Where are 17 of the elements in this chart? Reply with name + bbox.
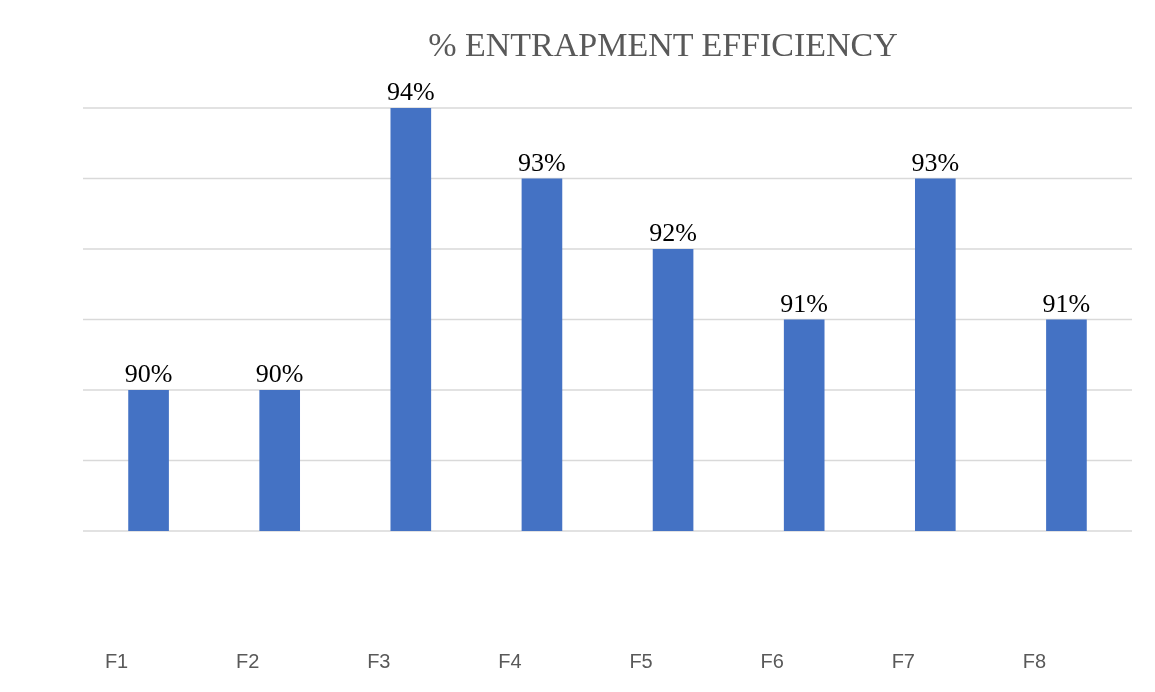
data-label: 92% — [649, 218, 697, 247]
data-label: 91% — [780, 288, 829, 318]
data-label: 90% — [124, 359, 173, 388]
x-tick-label: F2 — [236, 650, 260, 672]
chart-title: % ENTRAPMENT EFFICIENCY — [428, 26, 898, 63]
x-tick-label: F7 — [891, 650, 915, 672]
x-tick-label: F8 — [1022, 650, 1047, 672]
data-label: 93% — [911, 147, 960, 177]
x-tick-label: F6 — [760, 650, 784, 672]
x-tick-label: F1 — [104, 650, 129, 672]
data-label: 94% — [386, 77, 435, 106]
x-tick-label: F4 — [498, 650, 522, 672]
data-label: 93% — [518, 147, 566, 177]
data-label: 90% — [255, 359, 304, 388]
data-label: 91% — [1042, 288, 1091, 318]
x-tick-label: F3 — [367, 650, 391, 672]
x-tick-label: F5 — [629, 650, 653, 672]
